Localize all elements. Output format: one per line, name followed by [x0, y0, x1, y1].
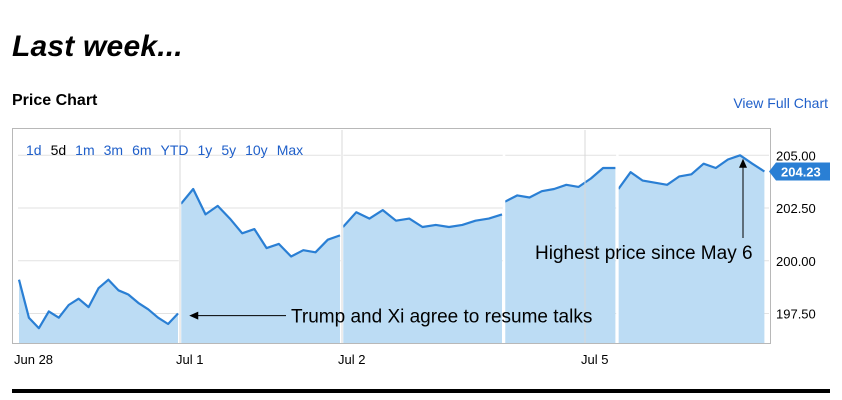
annotation-trade-talks: Trump and Xi agree to resume talks	[291, 307, 592, 328]
chart-title: Price Chart	[12, 92, 98, 109]
bottom-divider	[12, 389, 830, 393]
y-tick-label: 202.50	[776, 201, 816, 216]
range-tab-1y[interactable]: 1y	[197, 142, 213, 158]
price-line-jul-1	[180, 187, 341, 258]
price-area-jul-1	[181, 189, 340, 343]
annotation-highest-price: Highest price since May 6	[535, 243, 753, 264]
range-tab-5y[interactable]: 5y	[221, 142, 237, 158]
price-area-jul-5	[618, 155, 765, 343]
range-tab-1m[interactable]: 1m	[75, 142, 95, 158]
range-tabs: 1d 5d 1m 3m 6m YTD 1y 5y 10y Max	[26, 142, 303, 158]
y-tick-label: 200.00	[776, 254, 816, 269]
price-line-jul-3	[504, 166, 616, 203]
x-tick-label: Jun 28	[14, 352, 53, 367]
range-tab-ytd[interactable]: YTD	[160, 142, 189, 158]
range-tab-1d[interactable]: 1d	[26, 142, 42, 158]
range-tab-3m[interactable]: 3m	[103, 142, 124, 158]
headline: Last week...	[12, 30, 183, 63]
range-tab-max[interactable]: Max	[276, 142, 304, 158]
y-tick-label: 205.00	[776, 148, 816, 163]
annotation-arrow-head	[739, 158, 747, 168]
range-tab-6m[interactable]: 6m	[132, 142, 152, 158]
price-area-jun-28	[19, 279, 178, 343]
current-price-tag	[769, 162, 830, 181]
annotation-arrow-head	[189, 311, 199, 320]
x-tick-label: Jul 5	[581, 352, 608, 367]
price-area-jul-2	[343, 210, 502, 343]
view-full-chart-link[interactable]: View Full Chart	[733, 95, 828, 111]
y-tick-label: 197.50	[776, 306, 816, 321]
current-price-label: 204.23	[781, 165, 821, 180]
x-tick-label: Jul 2	[338, 352, 365, 367]
price-line-jun-28	[17, 278, 179, 330]
range-tab-10y[interactable]: 10y	[245, 142, 268, 158]
range-tab-5d[interactable]: 5d	[50, 142, 67, 158]
price-line-jul-5	[617, 154, 765, 190]
price-line-jul-2	[342, 209, 503, 229]
price-area-jul-3	[505, 168, 616, 343]
x-tick-label: Jul 1	[176, 352, 203, 367]
